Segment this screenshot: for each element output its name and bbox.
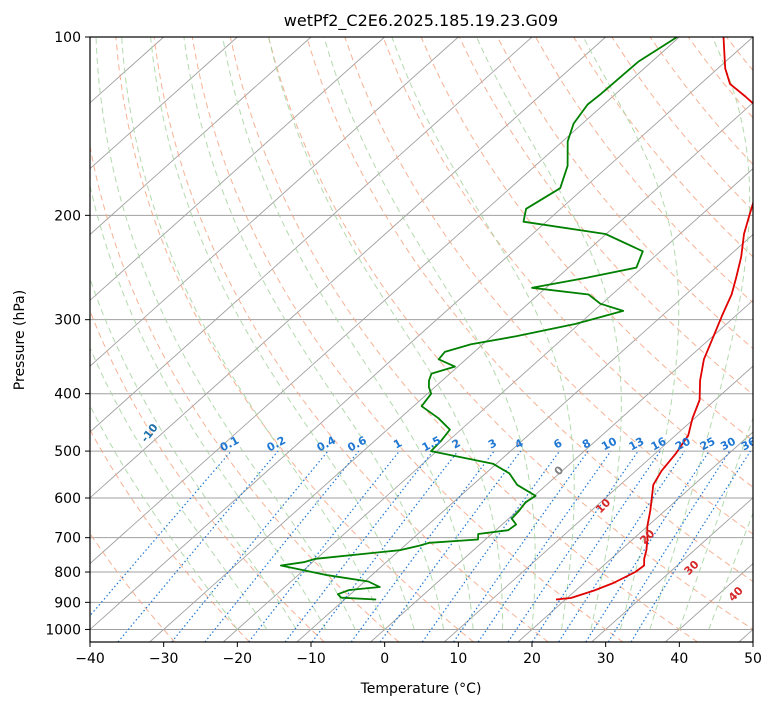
plot-area: 0.10.20.40.611.52346810131620253036-100-… — [0, 37, 775, 642]
dewpoint-profile-line — [281, 37, 677, 600]
dry-adiabat — [192, 37, 623, 642]
mixing-ratio-line — [454, 451, 589, 642]
x-tick-label: 50 — [744, 651, 762, 667]
y-tick-label: 300 — [54, 313, 81, 329]
x-axis-label: Temperature (°C) — [360, 681, 482, 697]
mixing-ratio-line — [172, 451, 328, 642]
y-tick-label: 1000 — [45, 622, 81, 638]
moist-adiabat — [477, 37, 622, 629]
dry-adiabat — [269, 37, 773, 642]
moist-adiabat — [96, 37, 355, 629]
dry-adiabat-label: -10 — [138, 421, 161, 445]
dry-adiabat — [307, 37, 775, 642]
isotherm-gridline — [0, 37, 532, 642]
mixing-ratio-line — [249, 451, 400, 642]
mixing-ratio-label: 30 — [718, 435, 738, 454]
mixing-ratio-line — [118, 451, 278, 642]
chart-title: wetPf2_C2E6.2025.185.19.23.G09 — [284, 11, 558, 31]
mixing-ratio-label: 3 — [486, 436, 499, 451]
y-tick-label: 900 — [54, 595, 81, 611]
moist-adiabat-label: 30 — [682, 558, 702, 578]
moist-adiabat-label: 0 — [552, 463, 567, 478]
mixing-ratio-label: 8 — [580, 436, 593, 451]
mixing-ratio-line — [205, 451, 359, 642]
x-tick-label: −30 — [149, 651, 179, 667]
isotherm-gridline — [739, 37, 775, 642]
x-tick-label: 20 — [523, 651, 541, 667]
mixing-ratio-label: 20 — [673, 435, 693, 454]
dry-adiabat — [78, 37, 399, 642]
y-tick-label: 700 — [54, 531, 81, 547]
mixing-ratio-label: 10 — [599, 435, 619, 454]
mixing-ratio-line — [68, 451, 231, 642]
x-tick-label: −40 — [75, 651, 105, 667]
y-tick-label: 100 — [54, 30, 81, 46]
isotherm-gridline — [2, 37, 679, 642]
mixing-ratio-label: 2 — [450, 436, 463, 451]
mixing-ratio-line — [508, 451, 638, 642]
moist-adiabat — [324, 37, 535, 629]
mixing-ratio-label: 25 — [698, 435, 718, 454]
dry-adiabat — [383, 37, 775, 642]
isotherm-gridline — [76, 37, 753, 642]
mixing-ratio-line — [351, 451, 494, 642]
y-tick-label: 600 — [54, 491, 81, 507]
x-tick-label: −10 — [296, 651, 326, 667]
moist-adiabat — [12, 37, 237, 629]
y-tick-label: 800 — [54, 565, 81, 581]
dry-adiabat — [40, 37, 325, 642]
y-tick-label: 500 — [54, 444, 81, 460]
temperature-profile-line — [556, 37, 766, 600]
isotherm-gridline — [297, 37, 775, 642]
mixing-ratio-line — [478, 451, 611, 642]
dry-adiabat — [421, 37, 775, 642]
dry-adiabat — [765, 37, 775, 642]
moist-adiabat-label: 40 — [726, 584, 746, 604]
mixing-ratio-label: 13 — [627, 435, 647, 454]
x-tick-label: 10 — [449, 651, 467, 667]
isotherm-gridline — [0, 37, 385, 642]
y-tick-label: 200 — [54, 208, 81, 224]
moist-adiabat — [650, 37, 750, 629]
mixing-ratio-line — [422, 451, 559, 642]
moist-adiabat-label: 20 — [637, 527, 657, 547]
mixing-ratio-label: 16 — [649, 435, 669, 454]
moist-adiabat — [184, 37, 444, 629]
dry-adiabat — [154, 37, 548, 642]
moist-adiabat — [52, 37, 297, 629]
y-tick-label: 400 — [54, 387, 81, 403]
x-tick-label: −20 — [223, 651, 253, 667]
dry-adiabat — [726, 37, 775, 642]
mixing-ratio-line — [312, 451, 458, 642]
isotherm-gridline — [665, 37, 775, 642]
y-axis-label: Pressure (hPa) — [12, 290, 28, 390]
mixing-ratio-label: 6 — [552, 436, 565, 451]
mixing-ratio-line — [380, 451, 521, 642]
moist-adiabat — [392, 37, 574, 629]
mixing-ratio-label: 36 — [739, 435, 759, 454]
plot-frame — [90, 37, 753, 642]
x-tick-label: 0 — [380, 651, 389, 667]
moist-adiabat-label: 10 — [593, 496, 613, 516]
dry-adiabat — [459, 37, 775, 642]
x-tick-label: 40 — [670, 651, 688, 667]
dry-adiabat — [230, 37, 697, 642]
mixing-ratio-label: 4 — [513, 436, 526, 451]
x-tick-label: 30 — [597, 651, 615, 667]
mixing-ratio-line — [285, 451, 433, 642]
isotherm-gridline — [0, 37, 606, 642]
mixing-ratio-line — [559, 451, 685, 642]
